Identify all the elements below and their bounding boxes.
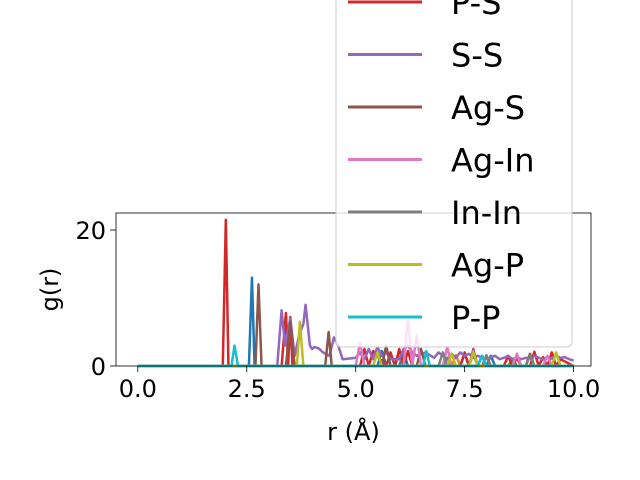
legend-entry-in-in: In-In [451, 194, 522, 232]
legend-entry-s-s: S-S [451, 37, 503, 75]
y-axis-label: g(r) [36, 268, 64, 312]
series-line-p-p [137, 344, 574, 368]
x-axis-label: r (Å) [327, 417, 380, 446]
x-tick-label: 0.0 [119, 375, 157, 403]
legend-entry-p-s: P-S [451, 0, 501, 22]
y-axis-ticks: 0 20 [75, 217, 116, 381]
x-tick-label: 10.0 [547, 375, 600, 403]
x-tick-label: 2.5 [228, 375, 266, 403]
y-tick-label: 0 [91, 353, 106, 381]
series-line-ag-p [137, 320, 574, 368]
legend-entry-ag-p: Ag-P [451, 247, 524, 285]
x-tick-label: 7.5 [446, 375, 484, 403]
x-axis-ticks: 0.0 2.5 5.0 7.5 10.0 [119, 366, 600, 403]
legend-entry-ag-s: Ag-S [451, 89, 525, 127]
legend: P-S S-S Ag-S Ag-In In-In Ag-P P-P [335, 0, 573, 348]
legend-entry-ag-in: Ag-In [451, 142, 534, 180]
y-tick-label: 20 [75, 217, 106, 245]
x-tick-label: 5.0 [337, 375, 375, 403]
legend-entry-p-p: P-P [451, 299, 500, 337]
legend-box [335, 0, 573, 348]
series-line-in-in [137, 351, 574, 368]
